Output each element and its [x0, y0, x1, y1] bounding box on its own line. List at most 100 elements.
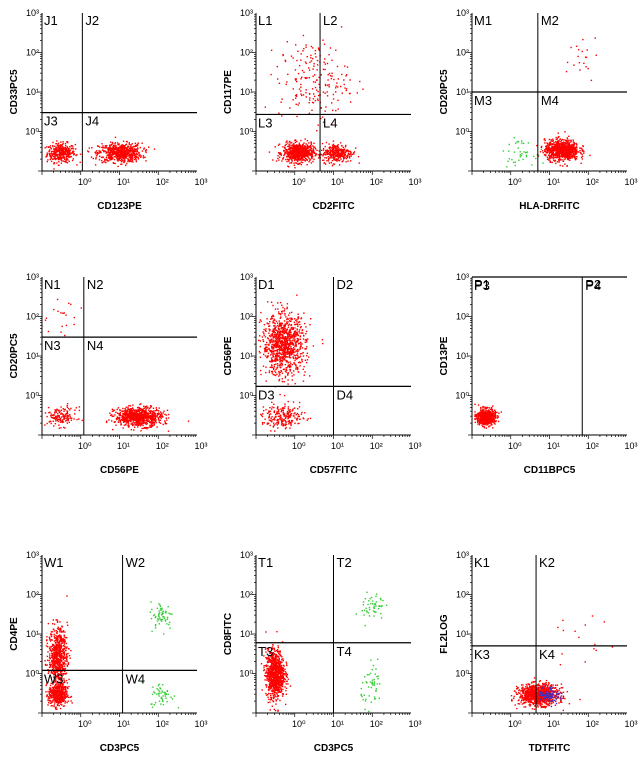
- data-point: [553, 159, 555, 161]
- data-point: [310, 152, 312, 154]
- data-point: [56, 149, 58, 151]
- data-point: [560, 146, 563, 148]
- data-point: [321, 149, 323, 152]
- data-point: [294, 141, 297, 144]
- data-point: [146, 419, 148, 421]
- data-point: [289, 342, 291, 345]
- data-point: [283, 326, 285, 328]
- data-point: [325, 84, 327, 87]
- data-point: [144, 156, 146, 158]
- data-point: [558, 150, 561, 152]
- data-point: [117, 149, 119, 151]
- data-point: [331, 72, 333, 74]
- data-point: [108, 153, 110, 155]
- data-point: [297, 341, 299, 343]
- data-point: [112, 153, 114, 155]
- data-point: [72, 148, 75, 150]
- data-point: [576, 151, 578, 153]
- data-point: [148, 415, 150, 417]
- data-point: [122, 413, 124, 415]
- data-point: [108, 155, 110, 157]
- data-point: [566, 149, 569, 152]
- data-point: [112, 415, 115, 417]
- data-point: [63, 312, 65, 314]
- data-point: [331, 159, 334, 162]
- data-point: [550, 142, 552, 144]
- data-point: [155, 407, 157, 409]
- data-point: [78, 418, 80, 420]
- data-point: [281, 372, 284, 374]
- data-point: [308, 69, 311, 71]
- data-point: [311, 109, 313, 111]
- data-point: [296, 162, 298, 164]
- data-point: [355, 147, 357, 149]
- data-point: [269, 349, 271, 351]
- data-point: [326, 62, 329, 65]
- data-point: [291, 326, 293, 329]
- data-point: [281, 327, 283, 329]
- x-axis-label: CD56PE: [100, 465, 139, 476]
- data-point: [148, 416, 151, 419]
- data-point: [294, 159, 296, 162]
- data-point: [313, 65, 315, 67]
- data-point: [559, 149, 562, 151]
- data-point: [299, 152, 302, 154]
- data-point: [113, 156, 116, 158]
- data-point: [537, 154, 540, 156]
- data-point: [107, 160, 110, 162]
- data-point: [259, 356, 262, 358]
- data-point: [60, 141, 62, 143]
- data-point: [65, 150, 67, 152]
- data-point: [99, 155, 101, 157]
- data-point: [563, 149, 566, 151]
- data-point: [96, 153, 99, 156]
- data-point: [129, 150, 131, 153]
- data-point: [263, 334, 265, 336]
- data-point: [124, 159, 126, 161]
- quadrant-label: L4: [323, 115, 337, 130]
- data-point: [110, 141, 112, 143]
- data-point: [117, 151, 120, 154]
- data-point: [285, 143, 287, 146]
- data-point: [294, 157, 296, 159]
- data-point: [283, 320, 286, 322]
- data-point: [293, 162, 295, 164]
- data-point: [577, 49, 580, 51]
- data-point: [299, 151, 301, 153]
- data-point: [272, 315, 274, 317]
- data-point: [151, 412, 153, 415]
- data-point: [145, 149, 147, 151]
- data-point: [114, 162, 116, 165]
- data-point: [298, 64, 301, 67]
- data-point: [119, 154, 122, 157]
- data-point: [350, 160, 352, 162]
- data-point: [284, 336, 287, 338]
- data-point: [316, 69, 318, 71]
- data-point: [288, 353, 290, 355]
- data-point: [78, 406, 81, 408]
- data-point: [145, 408, 147, 410]
- data-point: [131, 407, 134, 409]
- data-point: [55, 158, 57, 160]
- data-point: [295, 144, 298, 147]
- data-point: [323, 152, 325, 155]
- data-point: [64, 158, 66, 160]
- data-point: [307, 147, 309, 149]
- data-point: [132, 146, 134, 148]
- data-point: [126, 420, 128, 423]
- data-point: [145, 412, 147, 414]
- data-point: [310, 155, 313, 157]
- data-point: [144, 413, 146, 416]
- data-point: [287, 332, 289, 334]
- data-point: [335, 159, 338, 161]
- data-point: [337, 158, 339, 161]
- data-point: [325, 106, 327, 108]
- data-point: [51, 154, 54, 156]
- data-point: [122, 407, 124, 410]
- data-point: [279, 358, 281, 360]
- data-point: [138, 152, 140, 154]
- data-point: [358, 162, 360, 164]
- data-point: [69, 150, 71, 152]
